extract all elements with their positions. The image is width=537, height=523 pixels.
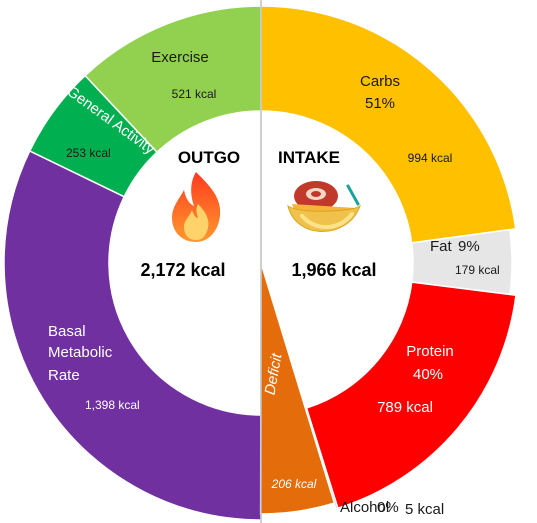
intake-total: 1,966 kcal (291, 260, 376, 280)
fat-percent: 9% (458, 238, 480, 255)
bmr-label-line2: Metabolic (48, 344, 113, 361)
carbs-value: 994 kcal (408, 151, 453, 165)
intake-title: INTAKE (278, 148, 340, 167)
protein-value: 789 kcal (377, 399, 433, 416)
outgo-total: 2,172 kcal (140, 260, 225, 280)
bmr-label-line1: Basal (48, 323, 86, 340)
fat-label: Fat (430, 238, 453, 255)
bmr-label-line3: Rate (48, 367, 80, 384)
alcohol-value: 5 kcal (405, 501, 444, 518)
center-disk (108, 111, 413, 415)
protein-percent: 40% (413, 366, 443, 383)
protein-label: Protein (406, 343, 454, 360)
alcohol-percent: 0% (377, 499, 399, 516)
general-activity-value: 253 kcal (66, 146, 111, 160)
outgo-title: OUTGO (178, 148, 240, 167)
carbs-label: Carbs (360, 73, 400, 90)
exercise-label: Exercise (151, 49, 209, 66)
alcohol-label: Alcohol (340, 499, 389, 516)
food-bowl-icon (287, 181, 362, 232)
flame-icon (172, 172, 221, 242)
carbs-percent: 51% (365, 95, 395, 112)
bmr-value: 1,398 kcal (85, 398, 140, 412)
exercise-value: 521 kcal (172, 87, 217, 101)
fat-value: 179 kcal (455, 263, 500, 277)
donut-slices (3, 5, 517, 521)
deficit-value: 206 kcal (271, 477, 317, 491)
